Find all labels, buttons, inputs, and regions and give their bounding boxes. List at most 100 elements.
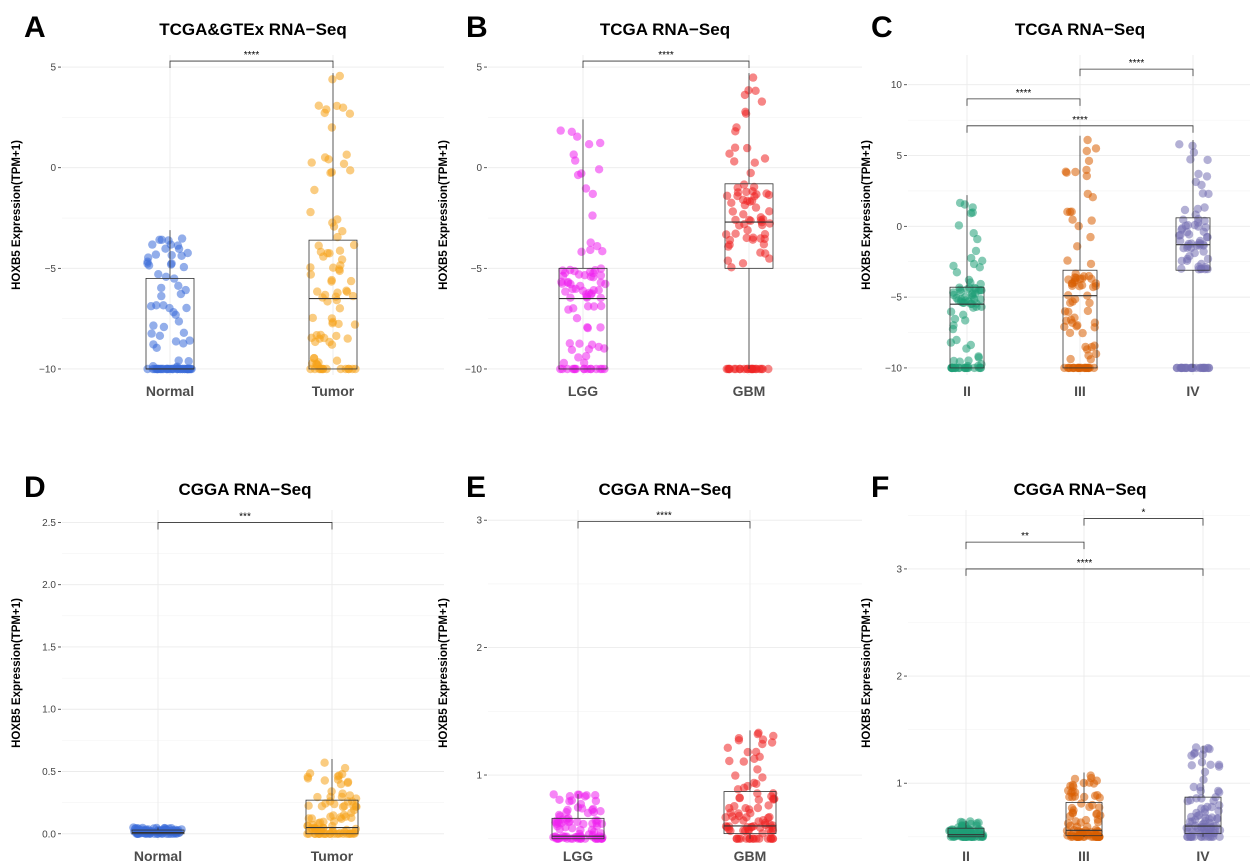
data-point (1067, 831, 1076, 840)
data-point (768, 821, 777, 830)
significance-label: **** (1072, 115, 1088, 126)
y-axis-label: HOXB5 Expression(TPM+1) (11, 140, 23, 290)
data-point (730, 816, 740, 825)
data-point (323, 249, 332, 258)
box-tumor (306, 71, 360, 374)
x-tick-label: Normal (134, 848, 182, 864)
data-point (1063, 207, 1072, 216)
data-point (596, 323, 605, 332)
data-point (1084, 271, 1094, 281)
data-point (345, 109, 355, 118)
panel-a: A TCGA&GTEx RNA−Seq HOXB5 Expression(TPM+1… (11, 11, 444, 399)
box-normal (143, 230, 196, 374)
data-point (551, 816, 561, 826)
data-point (343, 778, 352, 788)
data-point (1060, 307, 1070, 316)
data-point (346, 166, 355, 175)
data-point (152, 301, 161, 310)
iqr-box (1062, 269, 1098, 369)
data-point (968, 203, 977, 212)
data-point (731, 229, 740, 238)
y-tick-label: −5 (45, 264, 57, 275)
data-point (753, 803, 763, 813)
bracket-line (157, 522, 333, 530)
data-point (340, 801, 349, 811)
significance-bracket: * (1083, 508, 1204, 526)
data-point (577, 169, 586, 178)
data-point (576, 833, 585, 842)
data-point (1085, 298, 1094, 308)
data-point (333, 288, 342, 297)
box-lgg (556, 119, 610, 374)
data-point (757, 97, 767, 106)
data-point (1082, 146, 1092, 156)
data-point (1070, 295, 1080, 304)
data-point (1186, 155, 1195, 164)
x-tick-label: LGG (563, 848, 593, 864)
data-point (955, 198, 965, 208)
data-point (1085, 802, 1094, 812)
data-point (1215, 832, 1224, 841)
iqr-box (305, 799, 359, 835)
data-point (1077, 281, 1087, 290)
data-point (161, 272, 171, 281)
data-point (342, 150, 351, 159)
data-point (320, 108, 329, 118)
data-point (307, 158, 316, 167)
data-point (312, 359, 321, 369)
iqr-box (558, 267, 608, 370)
data-point (732, 834, 741, 843)
x-tick-label: Tumor (312, 383, 355, 399)
data-point (185, 336, 194, 345)
data-point (1190, 248, 1199, 258)
data-point (1091, 144, 1101, 153)
data-point (758, 773, 767, 782)
data-point (346, 276, 356, 286)
data-point (184, 357, 193, 366)
data-point (1095, 803, 1104, 812)
data-point (734, 736, 744, 745)
data-point (306, 263, 315, 272)
data-point (565, 339, 574, 348)
panel-letter: F (871, 471, 889, 504)
box-iii (1062, 771, 1105, 841)
data-point (338, 227, 347, 236)
chart-title: CGGA RNA−Seq (598, 480, 731, 499)
bracket-line (1079, 68, 1194, 77)
data-point (739, 757, 748, 766)
data-point (958, 825, 967, 835)
data-point (1090, 323, 1099, 332)
data-point (596, 271, 606, 280)
data-point (1203, 802, 1212, 812)
data-point (1184, 230, 1194, 239)
data-point (596, 293, 605, 303)
data-point (1200, 216, 1209, 226)
chart-title: TCGA RNA−Seq (1015, 20, 1145, 39)
data-point (575, 339, 584, 348)
y-tick-label: −10 (465, 364, 482, 375)
x-tick-label: IV (1196, 848, 1210, 864)
data-point (1197, 180, 1206, 190)
panel-letter: C (871, 11, 893, 44)
data-point (749, 182, 759, 192)
data-point (328, 75, 337, 84)
data-point (151, 250, 161, 259)
data-point (574, 270, 584, 279)
x-tick-label: IV (1186, 383, 1200, 399)
data-point (1064, 786, 1073, 795)
data-point (581, 184, 591, 193)
data-point (1087, 773, 1096, 783)
data-point (303, 821, 313, 830)
data-point (952, 335, 961, 345)
iqr-box (1065, 802, 1103, 837)
data-point (975, 263, 984, 272)
data-point (727, 198, 736, 207)
significance-bracket: **** (582, 50, 750, 69)
data-point (586, 238, 595, 247)
data-point (723, 743, 732, 752)
data-point (600, 344, 609, 353)
data-point (594, 286, 603, 295)
data-point (948, 324, 958, 334)
data-point (1084, 351, 1093, 360)
data-point (555, 795, 564, 804)
